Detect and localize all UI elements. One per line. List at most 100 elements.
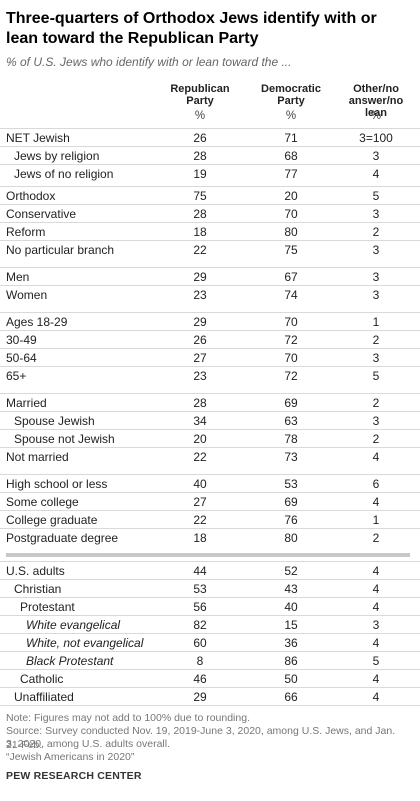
table-row: Not married 22 73 4 (0, 447, 420, 465)
republican-value: 8 (196, 654, 204, 668)
column-header-line: answer/no lean (348, 95, 404, 119)
table-row: Spouse Jewish 34 63 3 (0, 411, 420, 429)
other-value: 4 (372, 690, 380, 704)
table-row: Unaffiliated 29 66 4 (0, 687, 420, 705)
republican-value: 27 (193, 495, 207, 509)
table-row: White, not evangelical 60 36 4 (0, 633, 420, 651)
column-header-line: Party (186, 95, 214, 107)
other-value: 4 (372, 600, 380, 614)
source-line: Source: Survey conducted Nov. 19, 2019-J… (6, 725, 396, 751)
republican-value: 28 (193, 396, 207, 410)
row-label: White evangelical (26, 618, 121, 632)
other-value: 3=100 (359, 131, 393, 145)
row-label: Men (6, 270, 30, 284)
other-value: 2 (372, 531, 380, 545)
democratic-value: 15 (284, 618, 298, 632)
democratic-value: 86 (284, 654, 298, 668)
other-value: 4 (372, 582, 380, 596)
democratic-value: 73 (284, 450, 298, 464)
other-value: 1 (372, 315, 380, 329)
row-label: Reform (6, 225, 46, 239)
table-row: 30-49 26 72 2 (0, 330, 420, 348)
table-row: Protestant 56 40 4 (0, 597, 420, 615)
table-row: College graduate 22 76 1 (0, 510, 420, 528)
democratic-value: 36 (284, 636, 298, 650)
row-label: Postgraduate degree (6, 531, 119, 545)
table-row: Spouse not Jewish 20 78 2 (0, 429, 420, 447)
democratic-value: 70 (284, 351, 298, 365)
table-row: No particular branch 22 75 3 (0, 240, 420, 258)
unit-label-republican: % (194, 110, 206, 122)
democratic-value: 76 (284, 513, 298, 527)
note-line: Note: Figures may not add to 100% due to… (6, 712, 250, 724)
democratic-value: 50 (284, 672, 298, 686)
table-row: Christian 53 43 4 (0, 579, 420, 597)
other-value: 4 (372, 672, 380, 686)
other-value: 4 (372, 495, 380, 509)
democratic-value: 80 (284, 225, 298, 239)
republican-value: 75 (193, 189, 207, 203)
column-header-democratic: Democratic Party (245, 83, 337, 107)
unit-label-other: % (370, 110, 382, 122)
table-row: 65+ 23 72 5 (0, 366, 420, 384)
chart-title: Three-quarters of Orthodox Jews identify… (6, 10, 377, 47)
democratic-value: 40 (284, 600, 298, 614)
table-row: Conservative 28 70 3 (0, 204, 420, 222)
democratic-value: 70 (284, 207, 298, 221)
row-label: Jews of no religion (14, 167, 114, 181)
democratic-value: 69 (284, 396, 298, 410)
other-value: 6 (372, 477, 380, 491)
other-value: 3 (372, 207, 380, 221)
table-row: Reform 18 80 2 (0, 222, 420, 240)
row-label: No particular branch (6, 243, 115, 257)
report-title: “Jewish Americans in 2020” (6, 751, 135, 763)
chart-subtitle: % of U.S. Jews who identify with or lean… (6, 55, 292, 69)
row-label: 65+ (6, 369, 27, 383)
other-value: 5 (372, 654, 380, 668)
table-row: Married 28 69 2 (0, 393, 420, 411)
row-label: Jews by religion (14, 149, 100, 163)
row-label: Some college (6, 495, 79, 509)
republican-value: 34 (193, 414, 207, 428)
republican-value: 28 (193, 207, 207, 221)
other-value: 1 (372, 513, 380, 527)
table-row: Ages 18-29 29 70 1 (0, 312, 420, 330)
democratic-value: 71 (284, 131, 298, 145)
table-row: Some college 27 69 4 (0, 492, 420, 510)
row-label: White, not evangelical (26, 636, 144, 650)
republican-value: 60 (193, 636, 207, 650)
row-label: Women (6, 288, 48, 302)
source-organization: PEW RESEARCH CENTER (6, 770, 142, 782)
other-value: 2 (372, 432, 380, 446)
row-label: Protestant (20, 600, 75, 614)
row-label: Ages 18-29 (6, 315, 68, 329)
other-value: 4 (372, 564, 380, 578)
row-label: Spouse not Jewish (14, 432, 115, 446)
table-row: Postgraduate degree 18 80 2 (0, 528, 420, 546)
democratic-value: 68 (284, 149, 298, 163)
democratic-value: 77 (284, 167, 298, 181)
row-label: Catholic (20, 672, 64, 686)
row-label: Conservative (6, 207, 77, 221)
democratic-value: 67 (284, 270, 298, 284)
row-label: Not married (6, 450, 69, 464)
table-row: Jews of no religion 19 77 4 (0, 164, 420, 182)
republican-value: 40 (193, 477, 207, 491)
other-value: 4 (372, 636, 380, 650)
column-header-republican: Republican Party (155, 83, 245, 107)
republican-value: 22 (193, 513, 207, 527)
table-row: Orthodox 75 20 5 (0, 186, 420, 204)
republican-value: 56 (193, 600, 207, 614)
republican-value: 46 (193, 672, 207, 686)
democratic-value: 52 (284, 564, 298, 578)
column-header-line: Republican (170, 83, 230, 95)
democratic-value: 66 (284, 690, 298, 704)
other-value: 4 (372, 450, 380, 464)
table-row: Women 23 74 3 (0, 285, 420, 303)
row-label: NET Jewish (6, 131, 70, 145)
row-label: Unaffiliated (14, 690, 74, 704)
table-row: NET Jewish 26 71 3=100 (0, 128, 420, 146)
republican-value: 27 (193, 351, 207, 365)
other-value: 3 (372, 351, 380, 365)
